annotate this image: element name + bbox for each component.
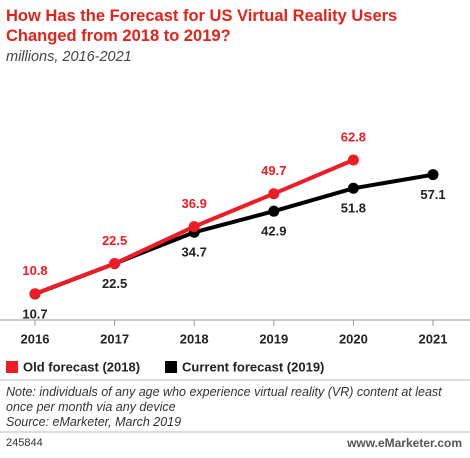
x-tick-label: 2019 bbox=[259, 331, 288, 346]
data-point bbox=[427, 169, 439, 181]
legend-swatch bbox=[165, 361, 178, 373]
legend-label: Current forecast (2019) bbox=[182, 359, 324, 374]
data-label: 22.5 bbox=[102, 276, 127, 291]
data-point bbox=[268, 188, 280, 200]
x-tick-label: 2016 bbox=[21, 331, 50, 346]
legend-label: Old forecast (2018) bbox=[23, 359, 140, 374]
chart-subtitle: millions, 2016-2021 bbox=[6, 49, 132, 65]
data-label: 57.1 bbox=[420, 187, 445, 202]
note: Note: individuals of any age who experie… bbox=[6, 385, 466, 430]
note-text: Note: individuals of any age who experie… bbox=[6, 385, 442, 414]
data-point bbox=[268, 205, 280, 217]
chart-id: 245844 bbox=[6, 437, 43, 449]
series-line bbox=[34, 172, 434, 296]
data-label: 36.9 bbox=[182, 196, 207, 211]
website: www.eMarketer.com bbox=[347, 436, 462, 450]
source-text: Source: eMarketer, March 2019 bbox=[6, 415, 182, 429]
data-label: 10.8 bbox=[22, 263, 47, 278]
x-tick-label: 2021 bbox=[419, 331, 448, 346]
data-label: 49.7 bbox=[261, 163, 286, 178]
x-tick-label: 2018 bbox=[180, 331, 209, 346]
data-label: 62.8 bbox=[341, 129, 366, 144]
legend-swatch bbox=[6, 361, 18, 373]
data-label: 51.8 bbox=[341, 201, 366, 216]
data-point bbox=[347, 182, 359, 194]
data-label: 42.9 bbox=[261, 224, 286, 239]
data-point bbox=[347, 154, 359, 166]
x-tick-label: 2020 bbox=[339, 331, 368, 346]
data-label: 10.7 bbox=[22, 306, 47, 321]
data-point bbox=[109, 258, 121, 270]
data-label: 22.5 bbox=[102, 233, 127, 248]
x-tick-label: 2017 bbox=[100, 331, 129, 346]
data-point bbox=[29, 288, 41, 300]
chart-title: How Has the Forecast for US Virtual Real… bbox=[6, 7, 398, 45]
data-label: 34.7 bbox=[182, 245, 207, 260]
data-point bbox=[188, 221, 200, 233]
